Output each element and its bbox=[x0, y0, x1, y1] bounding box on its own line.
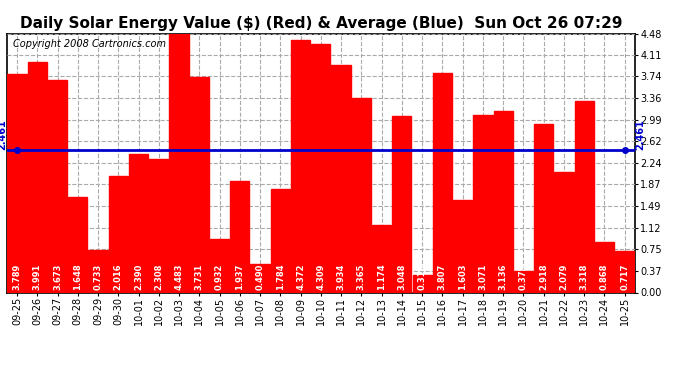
Text: 2.390: 2.390 bbox=[134, 263, 143, 290]
Text: 2.918: 2.918 bbox=[539, 263, 548, 290]
Text: 3.365: 3.365 bbox=[357, 263, 366, 290]
Bar bbox=[473, 115, 493, 292]
Text: 0.733: 0.733 bbox=[94, 263, 103, 290]
Bar bbox=[433, 73, 452, 292]
Text: 1.784: 1.784 bbox=[276, 263, 285, 290]
Text: 3.991: 3.991 bbox=[33, 263, 42, 290]
Bar bbox=[372, 225, 391, 292]
Bar bbox=[352, 98, 371, 292]
Text: 3.136: 3.136 bbox=[499, 263, 508, 290]
Text: 3.318: 3.318 bbox=[580, 263, 589, 290]
Bar bbox=[88, 250, 108, 292]
Bar bbox=[392, 117, 411, 292]
Bar bbox=[8, 74, 27, 292]
Text: 3.807: 3.807 bbox=[438, 263, 447, 290]
Bar bbox=[514, 271, 533, 292]
Text: 2.461: 2.461 bbox=[0, 120, 7, 150]
Text: 2.016: 2.016 bbox=[114, 263, 123, 290]
Bar bbox=[413, 274, 432, 292]
Bar bbox=[575, 101, 594, 292]
Text: 2.461: 2.461 bbox=[635, 120, 644, 150]
Bar bbox=[28, 62, 47, 292]
Text: 3.673: 3.673 bbox=[53, 263, 62, 290]
Text: 1.174: 1.174 bbox=[377, 263, 386, 290]
Text: 3.789: 3.789 bbox=[12, 263, 21, 290]
Bar bbox=[453, 200, 472, 292]
Text: 4.309: 4.309 bbox=[316, 263, 326, 290]
Text: 1.648: 1.648 bbox=[73, 263, 82, 290]
Bar bbox=[250, 264, 270, 292]
Bar bbox=[109, 176, 128, 292]
Text: 0.310: 0.310 bbox=[417, 263, 426, 290]
Bar bbox=[190, 77, 209, 292]
Bar bbox=[68, 197, 88, 292]
Text: 0.490: 0.490 bbox=[255, 263, 264, 290]
Bar bbox=[595, 242, 614, 292]
Bar bbox=[230, 181, 250, 292]
Text: 2.079: 2.079 bbox=[560, 263, 569, 290]
Text: 3.934: 3.934 bbox=[337, 263, 346, 290]
Text: 3.731: 3.731 bbox=[195, 263, 204, 290]
Text: 0.932: 0.932 bbox=[215, 263, 224, 290]
Bar bbox=[311, 44, 331, 292]
Bar bbox=[149, 159, 168, 292]
Text: 4.372: 4.372 bbox=[296, 263, 305, 290]
Text: 4.483: 4.483 bbox=[175, 263, 184, 290]
Text: 1.603: 1.603 bbox=[458, 263, 467, 290]
Bar bbox=[291, 40, 310, 292]
Text: 3.048: 3.048 bbox=[397, 263, 406, 290]
Text: 0.868: 0.868 bbox=[600, 263, 609, 290]
Text: 2.308: 2.308 bbox=[155, 263, 164, 290]
Title: Daily Solar Energy Value ($) (Red) & Average (Blue)  Sun Oct 26 07:29: Daily Solar Energy Value ($) (Red) & Ave… bbox=[19, 16, 622, 31]
Bar bbox=[270, 189, 290, 292]
Text: 1.937: 1.937 bbox=[235, 263, 244, 290]
Text: 0.717: 0.717 bbox=[620, 263, 629, 290]
Bar bbox=[129, 154, 148, 292]
Bar bbox=[493, 111, 513, 292]
Bar bbox=[331, 65, 351, 292]
Bar bbox=[210, 238, 229, 292]
Bar bbox=[554, 172, 573, 292]
Text: 0.375: 0.375 bbox=[519, 263, 528, 290]
Text: Copyright 2008 Cartronics.com: Copyright 2008 Cartronics.com bbox=[13, 39, 166, 49]
Bar bbox=[170, 34, 188, 292]
Text: 3.071: 3.071 bbox=[478, 263, 487, 290]
Bar bbox=[615, 251, 634, 292]
Bar bbox=[48, 80, 67, 292]
Bar bbox=[534, 124, 553, 292]
